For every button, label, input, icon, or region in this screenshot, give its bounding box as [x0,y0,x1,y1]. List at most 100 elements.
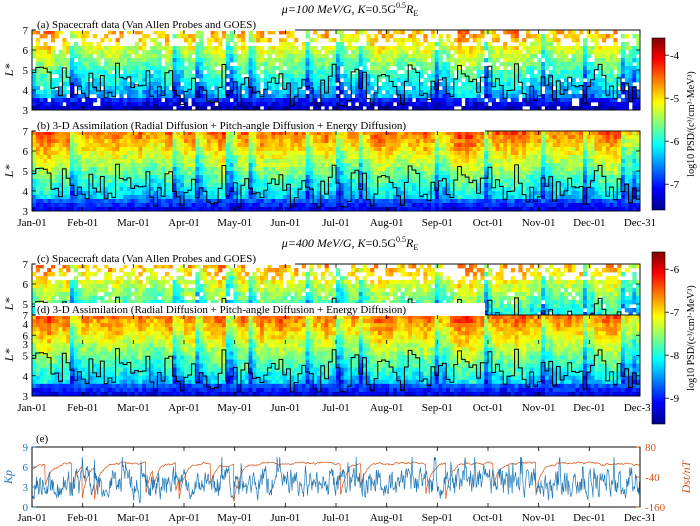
heat-cell [404,191,409,196]
heat-cell [108,102,113,107]
heat-cell [529,74,534,79]
heat-cell [119,131,124,136]
heat-cell [518,102,523,107]
heat-cell [571,46,576,51]
heat-cell [324,155,329,160]
heat-cell [35,191,40,196]
heat-cell [393,191,398,196]
heat-cell [370,74,375,79]
heat-cell [351,155,356,160]
heat-cell [472,171,477,176]
heat-cell [507,102,512,107]
heat-cell [104,199,109,204]
heat-cell [343,54,348,59]
heat-cell [73,203,78,208]
heat-cell [195,90,200,95]
heat-cell [510,94,515,99]
heat-cell [115,175,120,180]
heat-cell [138,195,143,200]
heat-cell [347,147,352,152]
heat-cell [184,147,189,152]
heat-cell [628,50,633,55]
heat-cell [165,135,170,140]
heat-cell [43,94,48,99]
heat-cell [355,167,360,172]
heat-cell [412,106,417,111]
heat-cell [400,167,405,172]
heat-cell [469,167,474,172]
heat-cell [252,38,257,43]
heat-cell [225,131,230,136]
heat-cell [172,102,177,107]
heat-cell [35,102,40,107]
heat-cell [317,66,322,71]
heat-cell [324,70,329,75]
heat-cell [263,139,268,144]
heat-cell [73,102,78,107]
heat-cell [400,94,405,99]
heat-cell [180,167,185,172]
heat-cell [419,159,424,164]
heat-cell [400,207,405,212]
heat-cell [488,58,493,63]
heat-cell [153,54,158,59]
heat-cell [552,66,557,71]
heat-cell [203,50,208,55]
heat-cell [282,179,287,184]
heat-cell [370,199,375,204]
heat-cell [294,207,299,212]
heat-cell [62,94,67,99]
heat-cell [545,90,550,95]
heat-cell [191,155,196,160]
heat-cell [586,62,591,67]
heat-cell [119,46,124,51]
heat-cell [404,159,409,164]
heat-cell [43,151,48,156]
heat-cell [35,131,40,136]
heat-cell [491,106,496,111]
heat-cell [446,179,451,184]
heat-cell [142,131,147,136]
heat-cell [43,135,48,140]
heat-cell [313,147,318,152]
heat-cell [301,102,306,107]
heat-cell [423,187,428,192]
heat-cell [39,199,44,204]
heat-cell [347,106,352,111]
heat-cell [442,70,447,75]
heat-cell [252,74,257,79]
heat-cell [191,34,196,39]
heat-cell [146,106,151,111]
heat-cell [605,74,610,79]
heat-cell [404,163,409,168]
heat-cell [590,90,595,95]
heat-cell [85,143,90,148]
heat-cell [96,143,101,148]
heat-cell [85,167,90,172]
heat-cell [317,82,322,87]
heat-cell [66,203,71,208]
heat-cell [127,50,132,55]
heat-cell [279,195,284,200]
heat-cell [104,66,109,71]
heat-cell [203,191,208,196]
heat-cell [377,199,382,204]
heat-cell [396,78,401,83]
heat-cell [586,78,591,83]
heat-cell [472,38,477,43]
heat-cell [275,167,280,172]
heat-cell [317,131,322,136]
heat-cell [241,139,246,144]
heat-cell [522,98,527,103]
heat-cell [199,98,204,103]
heat-cell [248,147,253,152]
heat-cell [54,187,59,192]
heat-cell [446,54,451,59]
heat-cell [339,38,344,43]
heat-cell [453,151,458,156]
heat-cell [301,159,306,164]
heat-cell [621,70,626,75]
heat-cell [412,135,417,140]
heat-cell [374,131,379,136]
heat-cell [199,175,204,180]
